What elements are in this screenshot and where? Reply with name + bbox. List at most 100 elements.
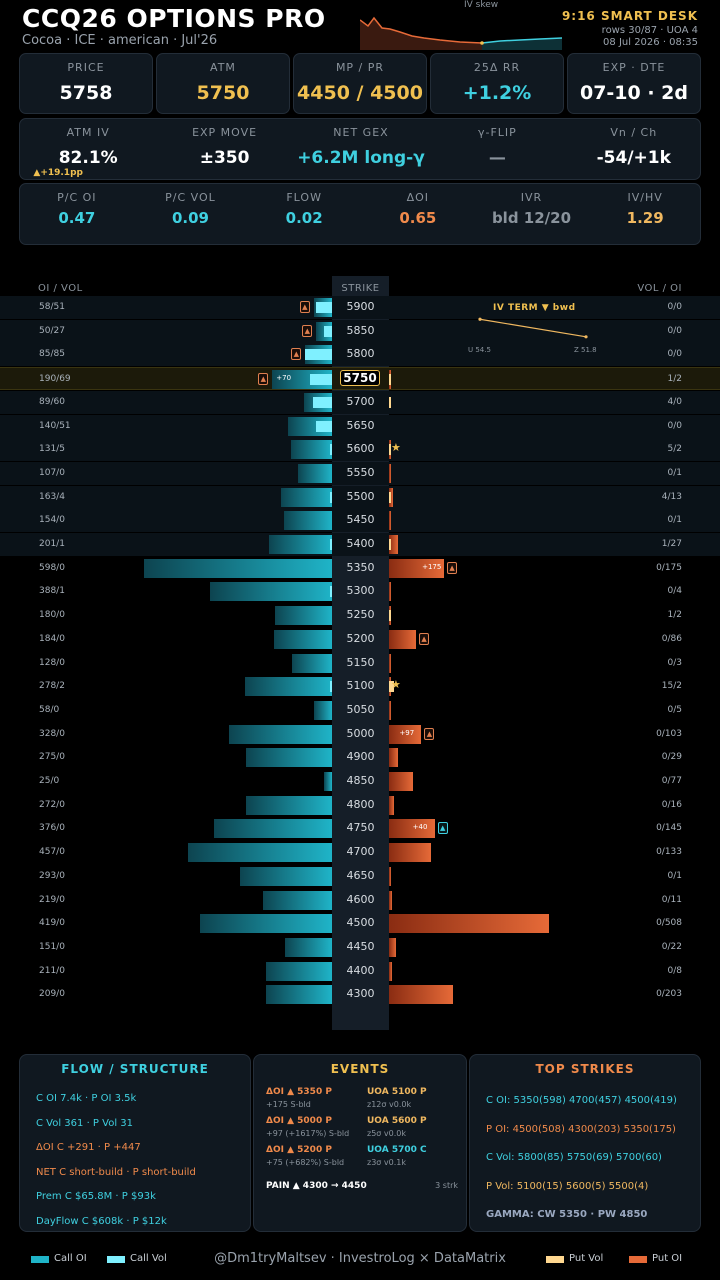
strike-cell[interactable]: 5050 [346, 702, 375, 716]
stats1-cell-0: ATM IV 82.1% ▲+19.1pp [20, 119, 156, 179]
strike-cell[interactable]: 5300 [346, 584, 375, 598]
strike-cell[interactable]: 4700 [346, 845, 375, 859]
strike-cell[interactable]: 5650 [346, 418, 375, 432]
strike-cell[interactable]: 4900 [346, 750, 375, 764]
strike-cell[interactable]: 5250 [346, 608, 375, 622]
put-vol-oi-cell: 0/508 [656, 918, 682, 929]
strike-cell[interactable]: 5800 [346, 347, 375, 361]
strike-cell[interactable]: 5550 [346, 465, 375, 479]
put-oi-bar [389, 487, 394, 507]
call-oi-vol-cell: 328/0 [39, 728, 65, 739]
put-vol-oi-cell: 0/4 [667, 586, 682, 597]
put-vol-oi-cell: 0/0 [667, 420, 682, 431]
table-row: 89/60 4/0 5700 [0, 390, 720, 414]
table-row: 85/85 0/0 ▲ 5800 [0, 343, 720, 367]
skew-line-put [360, 16, 483, 44]
stats2-cell-5: IV/HV 1.29 [588, 184, 702, 244]
stats1-label: EXP MOVE [192, 126, 258, 139]
legend-put-oi: Put OI [652, 1253, 683, 1264]
call-oi-vol-cell: 154/0 [39, 515, 65, 526]
put-vol-oi-cell: 0/8 [667, 965, 682, 976]
strike-cell[interactable]: 5150 [346, 655, 375, 669]
legend-swatch-call-vol [107, 1256, 125, 1263]
table-row: 154/0 0/1 5450 [0, 509, 720, 533]
strike-cell[interactable]: 5100 [346, 679, 375, 693]
table-row: 140/51 0/0 5650 [0, 414, 720, 438]
strike-cell[interactable]: 5700 [346, 394, 375, 408]
put-vol-oi-cell: 0/5 [667, 704, 682, 715]
put-vol-oi-cell: 15/2 [661, 681, 682, 692]
strike-cell[interactable]: 4450 [346, 939, 375, 953]
stats2-value: 0.09 [171, 209, 209, 227]
call-oi-vol-cell: 190/69 [39, 374, 71, 385]
put-vol-bar [389, 396, 391, 408]
put-oi-bar [389, 914, 549, 934]
table-row: 184/0 0/86 ▲ 5200 [0, 628, 720, 651]
stats2-label: P/C OI [57, 191, 97, 204]
call-oi-up-flag-icon: ▲ [258, 373, 269, 386]
call-vol-bar [310, 374, 332, 386]
table-row: 131/5 5/2 ★ 5600 [0, 438, 720, 462]
strike-ladder: OI / VOL STRIKE VOL / OI 58/51 0/0 ▲ 5900 50… [0, 276, 720, 1032]
strike-cell[interactable]: 5000 [346, 726, 375, 740]
table-row: 328/0 0/103 ▲ +97 5000 [0, 723, 720, 746]
stats1-value: +6.2M long-γ [297, 148, 425, 168]
kpi-value: 4450 / 4500 [297, 82, 423, 104]
kpi-label: 25Δ RR [473, 61, 521, 74]
strike-cell[interactable]: 5600 [346, 442, 375, 456]
kpi-card-4: EXP · DTE 07-10 · 2d [567, 53, 701, 114]
stats2-label: FLOW [286, 191, 322, 204]
strike-cell[interactable]: 5200 [346, 631, 375, 645]
put-oi-bar [389, 653, 391, 673]
table-row: 128/0 0/3 5150 [0, 652, 720, 675]
call-vol-bar [315, 420, 332, 432]
flow-line: C OI 7.4k · P OI 3.5k [36, 1093, 137, 1104]
call-oi-vol-cell: 598/0 [39, 562, 65, 573]
skew-line-call [481, 37, 562, 44]
stats1-value: 82.1% [58, 148, 118, 168]
strike-cell[interactable]: 4800 [346, 797, 375, 811]
strike-cell[interactable]: 4600 [346, 892, 375, 906]
table-row: 180/0 1/2 5250 [0, 604, 720, 627]
flow-line: C Vol 361 · P Vol 31 [36, 1117, 133, 1129]
table-row: 107/0 0/1 5550 [0, 461, 720, 485]
put-oi-bar [389, 748, 399, 768]
strike-cell[interactable]: 4650 [346, 868, 375, 882]
call-oi-vol-cell: 219/0 [39, 894, 65, 905]
call-oi-bar [275, 606, 332, 626]
iv-term-title: IV TERM ▼ bwd [493, 303, 576, 313]
stats2-cell-1: P/C VOL 0.09 [134, 184, 248, 244]
strike-cell[interactable]: 5400 [346, 537, 375, 550]
kpi-value: 07-10 · 2d [579, 82, 689, 104]
call-oi-vol-cell: 163/4 [39, 491, 65, 502]
pain-note: 3 strk [435, 1181, 458, 1190]
strike-cell[interactable]: 4500 [346, 916, 375, 930]
strike-cell[interactable]: 5500 [346, 489, 375, 503]
strike-cell[interactable]: 4850 [346, 774, 375, 787]
table-row: 275/0 0/29 4900 [0, 746, 720, 769]
strike-cell[interactable]: 4750 [346, 821, 375, 835]
iv-term-chart [478, 317, 588, 339]
call-oi-bar [265, 961, 332, 981]
table-row: 201/1 1/27 5400 [0, 533, 720, 556]
call-oi-bar [200, 914, 332, 934]
kpi-card-2: MP / PR 4450 / 4500 [293, 53, 427, 114]
kpi-card-3: 25Δ RR +1.2% [430, 53, 564, 114]
stats2-label: IVR [520, 191, 543, 204]
strike-cell[interactable]: 5900 [346, 300, 375, 313]
iv-skew-label: IV skew [464, 0, 499, 10]
strike-cell[interactable]: 4300 [346, 987, 375, 1001]
strike-cell[interactable]: 5850 [346, 323, 375, 337]
strike-cell[interactable]: 5350 [346, 560, 375, 574]
event-uoa-sub: z12σ v0.0k [367, 1100, 412, 1109]
legend-swatch-call-oi [31, 1256, 49, 1263]
call-oi-vol-cell: 128/0 [39, 657, 65, 668]
flow-line: NET C short-build · P short-build [36, 1166, 196, 1178]
strike-cell[interactable]: 4400 [346, 963, 375, 977]
table-row: 219/0 0/11 4600 [0, 889, 720, 912]
strike-cell[interactable]: 5450 [346, 513, 375, 527]
stats1-value: -54/+1k [596, 148, 671, 168]
call-oi-bar [283, 511, 332, 531]
atm-strike[interactable]: 5750 [340, 370, 380, 387]
call-oi-bar [246, 795, 332, 815]
